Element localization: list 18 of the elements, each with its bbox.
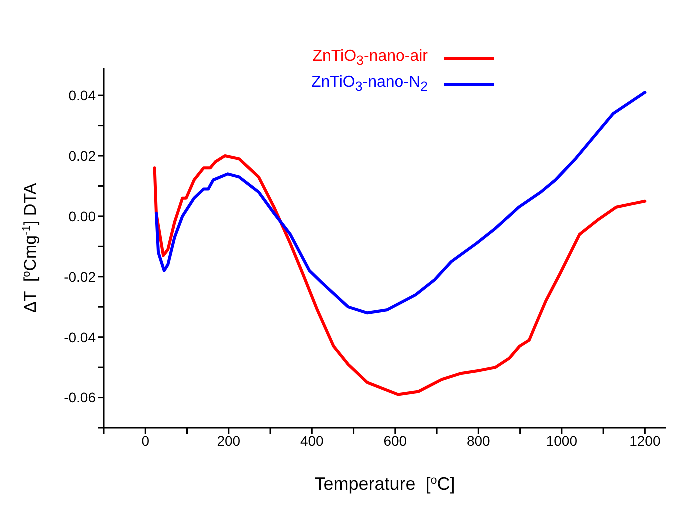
x-tick-label: 0	[142, 432, 150, 449]
x-tick-label: 600	[384, 432, 408, 449]
line-series	[153, 154, 647, 396]
y-tick-label: 0.04	[68, 88, 96, 104]
x-tick-label: 1200	[630, 432, 661, 449]
y-tick-label: 0.02	[68, 148, 96, 164]
y-tick-label: -0.02	[64, 268, 96, 285]
legend-label: ZnTiO$_{3}$-nano-air	[312, 47, 428, 70]
y-tick-label: -0.06	[64, 390, 96, 406]
y-tick-label: -0.04	[64, 329, 96, 346]
x-tick-label: 800	[466, 432, 491, 449]
legend-label: ZnTiO$_{3}$-nano-N$_{2}$	[310, 73, 428, 96]
x-tick-label: 400	[300, 432, 324, 449]
x-axis-title: Temperature [$^{o}$C]	[314, 474, 456, 494]
text: 0.00	[68, 208, 96, 224]
x-tick-label: 200	[217, 432, 241, 449]
x-tick-label: 1000	[546, 432, 578, 449]
line-series	[154, 91, 647, 315]
